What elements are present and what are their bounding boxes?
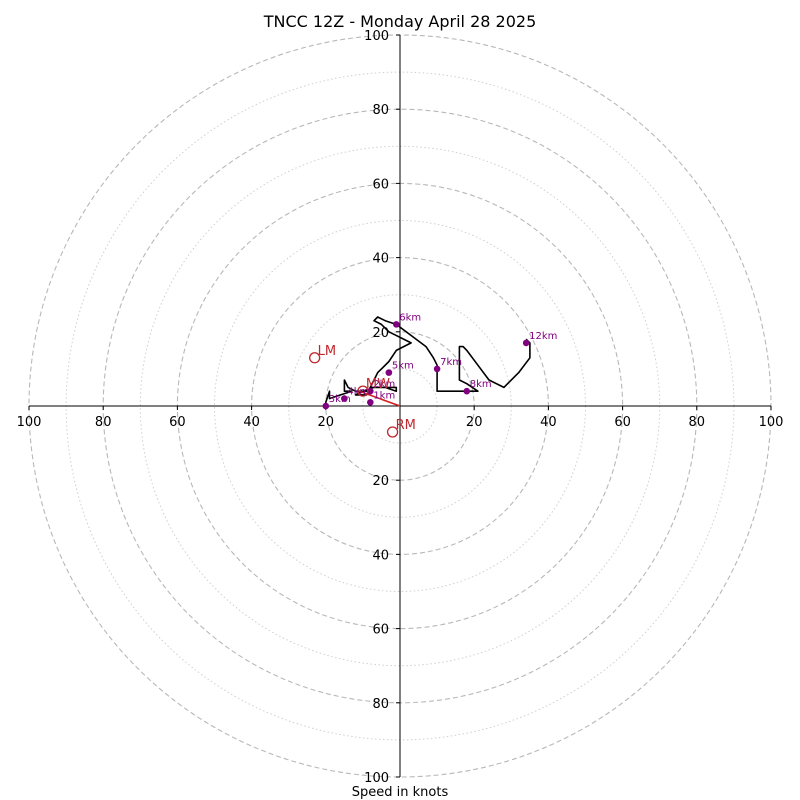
height-marker-point (341, 395, 348, 402)
height-marker-label: 8km (470, 379, 492, 390)
height-marker-label: 3km (329, 394, 351, 405)
x-tick-label: 60 (169, 415, 186, 430)
x-tick-label: 100 (759, 415, 784, 430)
y-tick-label: 20 (372, 326, 389, 341)
y-tick-label: 80 (372, 697, 389, 712)
height-marker-point (367, 387, 374, 395)
x-tick-label: 20 (466, 415, 483, 430)
x-tick-label: 60 (614, 415, 631, 430)
x-tick-label: 40 (243, 415, 260, 430)
height-marker-label: 2km (373, 379, 395, 390)
storm-motion-label: LM (318, 344, 336, 359)
height-marker-point (392, 321, 400, 328)
height-marker-point (522, 339, 530, 347)
storm-motion-point (386, 426, 399, 438)
storm-motion-markers: LM MW RM (309, 344, 416, 438)
hodograph-trace (324, 316, 531, 406)
y-tick-label: 60 (372, 177, 389, 192)
shear-vector (358, 390, 401, 407)
y-tick-label: 80 (372, 103, 389, 118)
tick-labels: 100 80 60 40 20 20 40 60 80 100 100 80 60 40 20 20 40 60 8… (17, 29, 784, 786)
height-marker-point (322, 402, 330, 410)
height-marker-label: 6km (399, 312, 421, 323)
y-tick-label: 40 (372, 548, 389, 563)
x-tick-label: 80 (689, 415, 706, 430)
height-marker-label: 7km (440, 357, 462, 368)
height-marker-label: 5km (392, 361, 414, 372)
x-tick-label: 80 (95, 415, 112, 430)
chart-title: TNCC 12Z - Monday April 28 2025 (263, 12, 537, 31)
height-marker-label: 1km (373, 390, 395, 401)
y-tick-label: 60 (372, 623, 389, 638)
x-tick-label: 40 (540, 415, 557, 430)
height-marker-point (385, 369, 393, 376)
storm-motion-point (357, 385, 369, 397)
height-marker-point (463, 387, 471, 395)
height-marker-point (367, 398, 374, 406)
x-tick-label: 20 (318, 415, 335, 430)
height-marker-point (433, 365, 441, 373)
storm-motion-label: MW (366, 377, 390, 392)
y-tick-label: 100 (364, 771, 389, 786)
storm-motion-point (309, 352, 321, 364)
x-tick-label: 100 (17, 415, 42, 430)
y-tick-label: 100 (364, 29, 389, 44)
y-tick-label: 40 (372, 252, 389, 267)
x-axis-label: Speed in knots (352, 785, 449, 800)
storm-motion-label: RM (396, 418, 416, 433)
hodograph-trace-layer (324, 316, 531, 407)
height-marker-label: 12km (529, 331, 557, 342)
y-tick-label: 20 (372, 474, 389, 489)
